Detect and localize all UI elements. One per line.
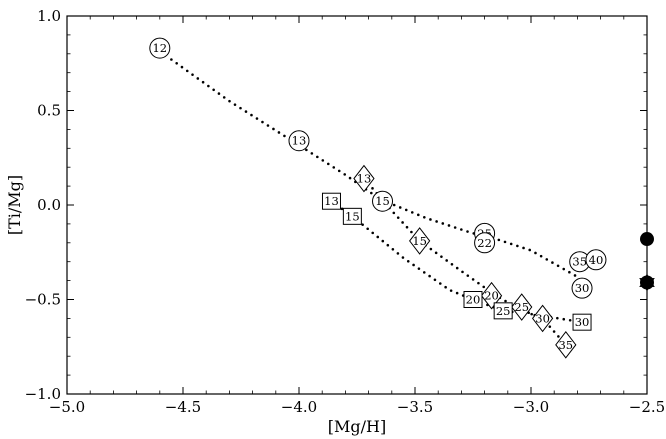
circle-marker-shape — [149, 37, 171, 59]
diamond-marker: 20 — [480, 281, 503, 310]
marker-label: 13 — [292, 134, 307, 148]
circle-marker: 13 — [288, 130, 310, 152]
diamond-marker: 15 — [409, 227, 431, 255]
marker-label: 20 — [484, 289, 499, 303]
observed-circle — [640, 232, 654, 247]
x-tick-label: −3.0 — [513, 398, 549, 416]
square-marker: 25 — [493, 302, 513, 320]
circle-marker-shape — [372, 190, 394, 212]
x-tick-label: −3.5 — [397, 398, 433, 416]
model-lines — [170, 58, 584, 347]
circle-marker: 15 — [372, 190, 394, 212]
model-markers: 12131525223540301315202530351315202530 — [149, 37, 607, 359]
marker-label: 15 — [375, 194, 390, 208]
x-tick-label: −5.0 — [49, 398, 85, 416]
marker-label: 13 — [324, 194, 339, 208]
circle-marker: 22 — [474, 232, 496, 254]
x-axis-label: [Mg/H] — [328, 417, 386, 436]
y-tick-label: 0.5 — [37, 102, 61, 120]
diamond-marker-shape — [531, 304, 554, 333]
square-marker: 30 — [572, 313, 592, 331]
marker-label: 25 — [514, 300, 529, 314]
y-tick-label: −0.5 — [25, 291, 61, 309]
marker-label: 35 — [572, 255, 587, 269]
diamond-marker: 25 — [511, 293, 533, 321]
diamond-marker-shape — [409, 227, 431, 255]
y-tick-label: 1.0 — [37, 7, 61, 25]
marker-label: 20 — [466, 293, 481, 307]
diamond-marker-shape — [353, 164, 375, 193]
diamond-marker-shape — [480, 281, 503, 310]
square-marker-shape — [321, 192, 341, 210]
y-tick-label: 0.0 — [37, 196, 61, 214]
square-marker-shape — [572, 313, 592, 331]
square-marker-shape — [493, 302, 513, 320]
square-marker: 15 — [342, 207, 362, 225]
diamond-series-line — [362, 177, 568, 347]
square-marker-shape — [463, 291, 483, 308]
marker-label: 30 — [535, 311, 550, 325]
circle-series-line — [170, 58, 579, 279]
square-marker: 13 — [321, 192, 341, 210]
marker-label: 13 — [357, 172, 372, 186]
circle-marker: 30 — [571, 277, 593, 299]
square-marker-shape — [342, 207, 362, 225]
diamond-marker-shape — [511, 293, 533, 321]
circle-marker-shape — [474, 232, 496, 254]
y-tick-label: −1.0 — [25, 385, 61, 403]
circle-marker: 35 — [569, 251, 591, 273]
circle-marker-shape — [585, 249, 607, 271]
circle-marker-shape — [571, 277, 593, 299]
y-axis-label: [Ti/Mg] — [5, 175, 24, 235]
diamond-marker-shape — [555, 331, 577, 359]
circle-marker-shape — [288, 130, 310, 152]
circle-marker: 40 — [585, 249, 607, 271]
observed-star — [639, 273, 655, 292]
x-tick-label: −2.5 — [629, 398, 665, 416]
marker-label: 12 — [152, 41, 167, 55]
marker-label: 35 — [558, 338, 573, 352]
diamond-marker: 30 — [531, 304, 554, 333]
diamond-marker: 35 — [555, 331, 577, 359]
marker-label: 30 — [575, 315, 590, 329]
axes: −5.0 −4.5 −4.0 −3.5 −3.0 −2.5 −1.0 −0.5 0.0 0.5 1.… — [25, 7, 666, 416]
marker-label: 15 — [412, 234, 427, 248]
square-marker: 20 — [463, 291, 483, 308]
marker-label: 22 — [477, 236, 492, 250]
marker-label: 25 — [496, 304, 511, 318]
marker-label: 30 — [575, 281, 590, 295]
diamond-marker: 13 — [353, 164, 375, 193]
x-tick-label: −4.0 — [281, 398, 317, 416]
observed-points — [639, 232, 655, 292]
x-tick-label: −4.5 — [165, 398, 201, 416]
circle-marker: 12 — [149, 37, 171, 59]
square-series-line — [330, 199, 584, 324]
marker-label: 40 — [589, 253, 604, 267]
marker-label: 15 — [345, 209, 360, 223]
